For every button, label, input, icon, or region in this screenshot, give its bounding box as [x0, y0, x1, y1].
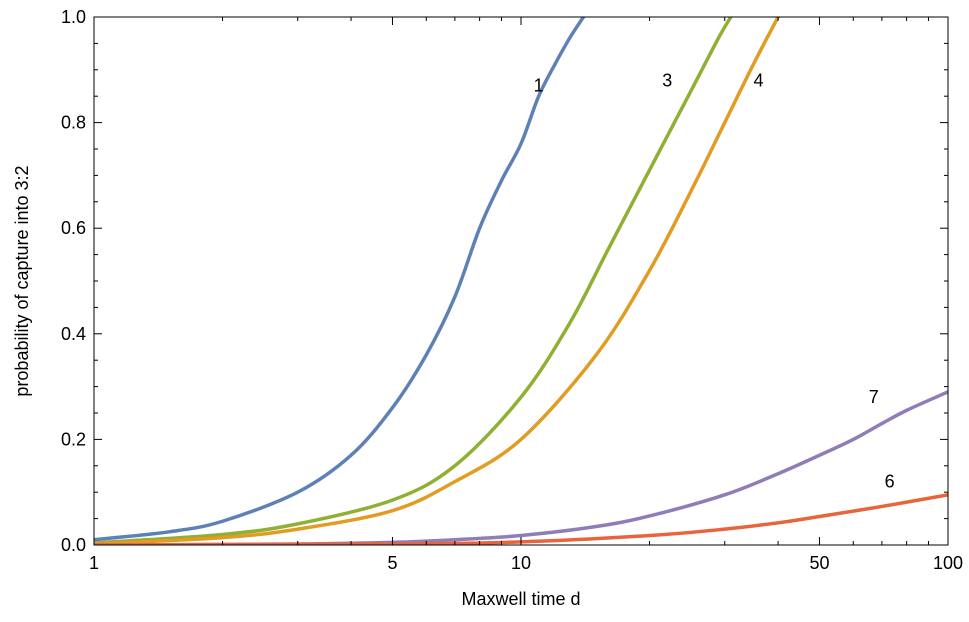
- y-tick-label: 0.8: [61, 113, 86, 133]
- x-tick-label: 5: [387, 553, 397, 573]
- series-line-3: [94, 17, 733, 545]
- series-label-1: 1: [534, 76, 544, 96]
- series-label-6: 6: [885, 472, 895, 492]
- x-tick-label: 10: [511, 553, 531, 573]
- x-tick-label: 100: [933, 553, 963, 573]
- plot-frame: [93, 16, 949, 546]
- series-line-1: [94, 17, 586, 542]
- ticks-layer: 1 5 10 50 100 0.0 0.2 0.4 0.6 0.8 1.0: [61, 7, 963, 573]
- y-tick-label: 1.0: [61, 7, 86, 27]
- series-label-3: 3: [662, 70, 672, 90]
- series-line-6: [94, 493, 948, 545]
- y-tick-label: 0.2: [61, 429, 86, 449]
- x-axis-title: Maxwell time d: [461, 589, 580, 609]
- y-axis-title: probability of capture into 3:2: [12, 165, 32, 396]
- y-tick-label: 0.6: [61, 218, 86, 238]
- series-label-4: 4: [754, 70, 764, 90]
- y-tick-label: 0.0: [61, 535, 86, 555]
- x-tick-label: 50: [809, 553, 829, 573]
- curve-labels-layer: 1 3 4 7 6: [534, 70, 895, 491]
- series-label-7: 7: [869, 387, 879, 407]
- y-tick-label: 0.4: [61, 324, 86, 344]
- x-tick-label: 1: [89, 553, 99, 573]
- curves-layer: [94, 17, 948, 545]
- series-line-4: [94, 17, 780, 545]
